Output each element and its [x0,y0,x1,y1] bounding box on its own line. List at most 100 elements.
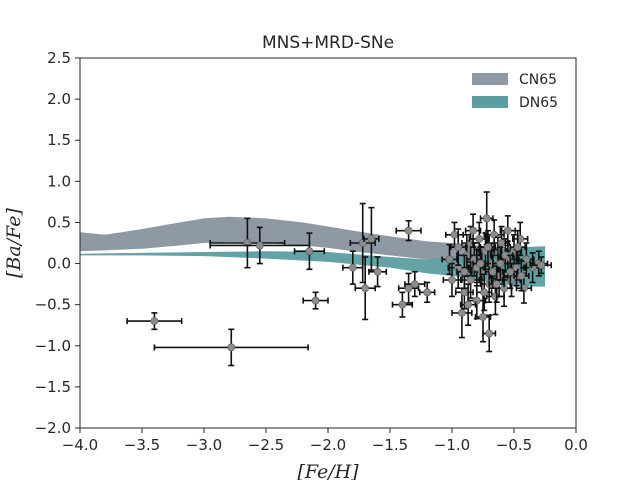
x-tick-label: −3.5 [124,436,160,454]
point-marker [348,263,357,272]
point-marker [423,288,432,297]
data-point [391,291,414,318]
point-marker [460,288,469,297]
x-tick-label: 0.0 [564,436,588,454]
point-marker [512,263,521,272]
point-marker [361,284,370,293]
x-tick-label: −0.5 [496,436,532,454]
data-point [418,281,436,304]
point-marker [489,267,497,276]
point-marker [445,255,454,264]
point-marker [496,259,505,268]
x-tick-label: −1.5 [372,436,408,454]
point-marker [373,267,382,276]
data-point [509,229,526,265]
x-tick-label: −2.5 [248,436,284,454]
point-marker [464,300,473,309]
data-point [468,248,486,287]
data-point [492,246,509,281]
point-marker [410,280,419,289]
x-tick-label: −3.0 [186,436,222,454]
data-point [502,254,519,290]
data-point [482,314,497,353]
x-tick-label: −2.0 [310,436,346,454]
point-marker [482,214,491,223]
point-marker [466,276,475,284]
data-point [479,229,497,265]
point-marker [522,255,531,264]
data-point [153,328,309,367]
data-point [499,215,517,247]
y-tick-label: 2.5 [47,49,71,67]
data-point [459,283,477,327]
data-point [475,273,493,312]
point-marker [513,243,522,252]
data-point [354,256,376,321]
point-marker [492,280,501,289]
legend-swatch-cn65 [472,73,508,85]
data-point [126,312,183,331]
point-marker [475,234,484,243]
x-axis-label: [Fe/H] [297,461,359,480]
x-tick-label: −4.0 [62,436,98,454]
point-marker [503,226,512,235]
data-point [449,228,467,267]
point-marker [367,234,376,243]
point-marker [480,288,489,297]
point-marker [358,239,367,247]
point-marker [454,243,463,252]
data-point [209,217,286,269]
legend-label-dn65: DN65 [519,95,558,111]
y-tick-label: 0.5 [47,213,71,231]
point-marker [448,276,456,284]
data-point [404,270,426,298]
point-marker [311,296,320,305]
legend: CN65 DN65 [472,72,558,111]
y-tick-label: −0.5 [35,296,71,314]
y-axis-ticks: 2.5 2.0 1.5 1.0 0.5 0.0 −0.5 −1.0 −1.5 −2.0 [35,49,80,437]
point-marker [469,226,477,235]
point-marker [537,261,546,270]
point-marker [479,313,487,321]
y-axis-label: [Ba/Fe] [3,207,25,277]
point-marker [506,267,515,276]
y-tick-label: −1.5 [35,378,71,396]
point-marker [476,259,485,268]
band-cn65 [80,216,545,276]
data-point [530,256,553,275]
point-marker [404,284,413,293]
point-marker [497,239,506,247]
x-tick-label: −1.0 [434,436,470,454]
point-marker [404,226,413,235]
point-marker [305,247,314,256]
data-point [363,206,380,271]
data-point [441,243,458,276]
y-tick-label: 1.0 [47,172,71,190]
data-point [368,256,388,288]
data-point [456,254,473,290]
data-point [395,220,422,242]
legend-swatch-dn65 [472,96,508,108]
point-marker [398,300,407,309]
point-marker [150,317,159,326]
point-marker [227,343,236,352]
data-point [302,291,329,310]
legend-label-cn65: CN65 [519,72,557,88]
data-point [464,213,482,248]
y-tick-label: −2.0 [35,419,71,437]
y-tick-label: 2.0 [47,90,71,108]
chart-title: MNS+MRD-SNe [262,33,394,53]
y-tick-label: 0.0 [47,255,71,273]
data-points [126,191,553,367]
point-marker [460,267,469,276]
point-marker [485,329,494,338]
point-marker [484,243,492,252]
data-point [513,260,530,292]
x-axis-ticks: −4.0 −3.5 −3.0 −2.5 −2.0 −1.5 −1.0 −0.5 0.0 [62,428,588,454]
point-marker [450,230,459,239]
point-marker [458,308,466,317]
y-tick-label: −1.0 [35,337,71,355]
data-point [442,262,462,298]
point-marker [255,241,264,250]
